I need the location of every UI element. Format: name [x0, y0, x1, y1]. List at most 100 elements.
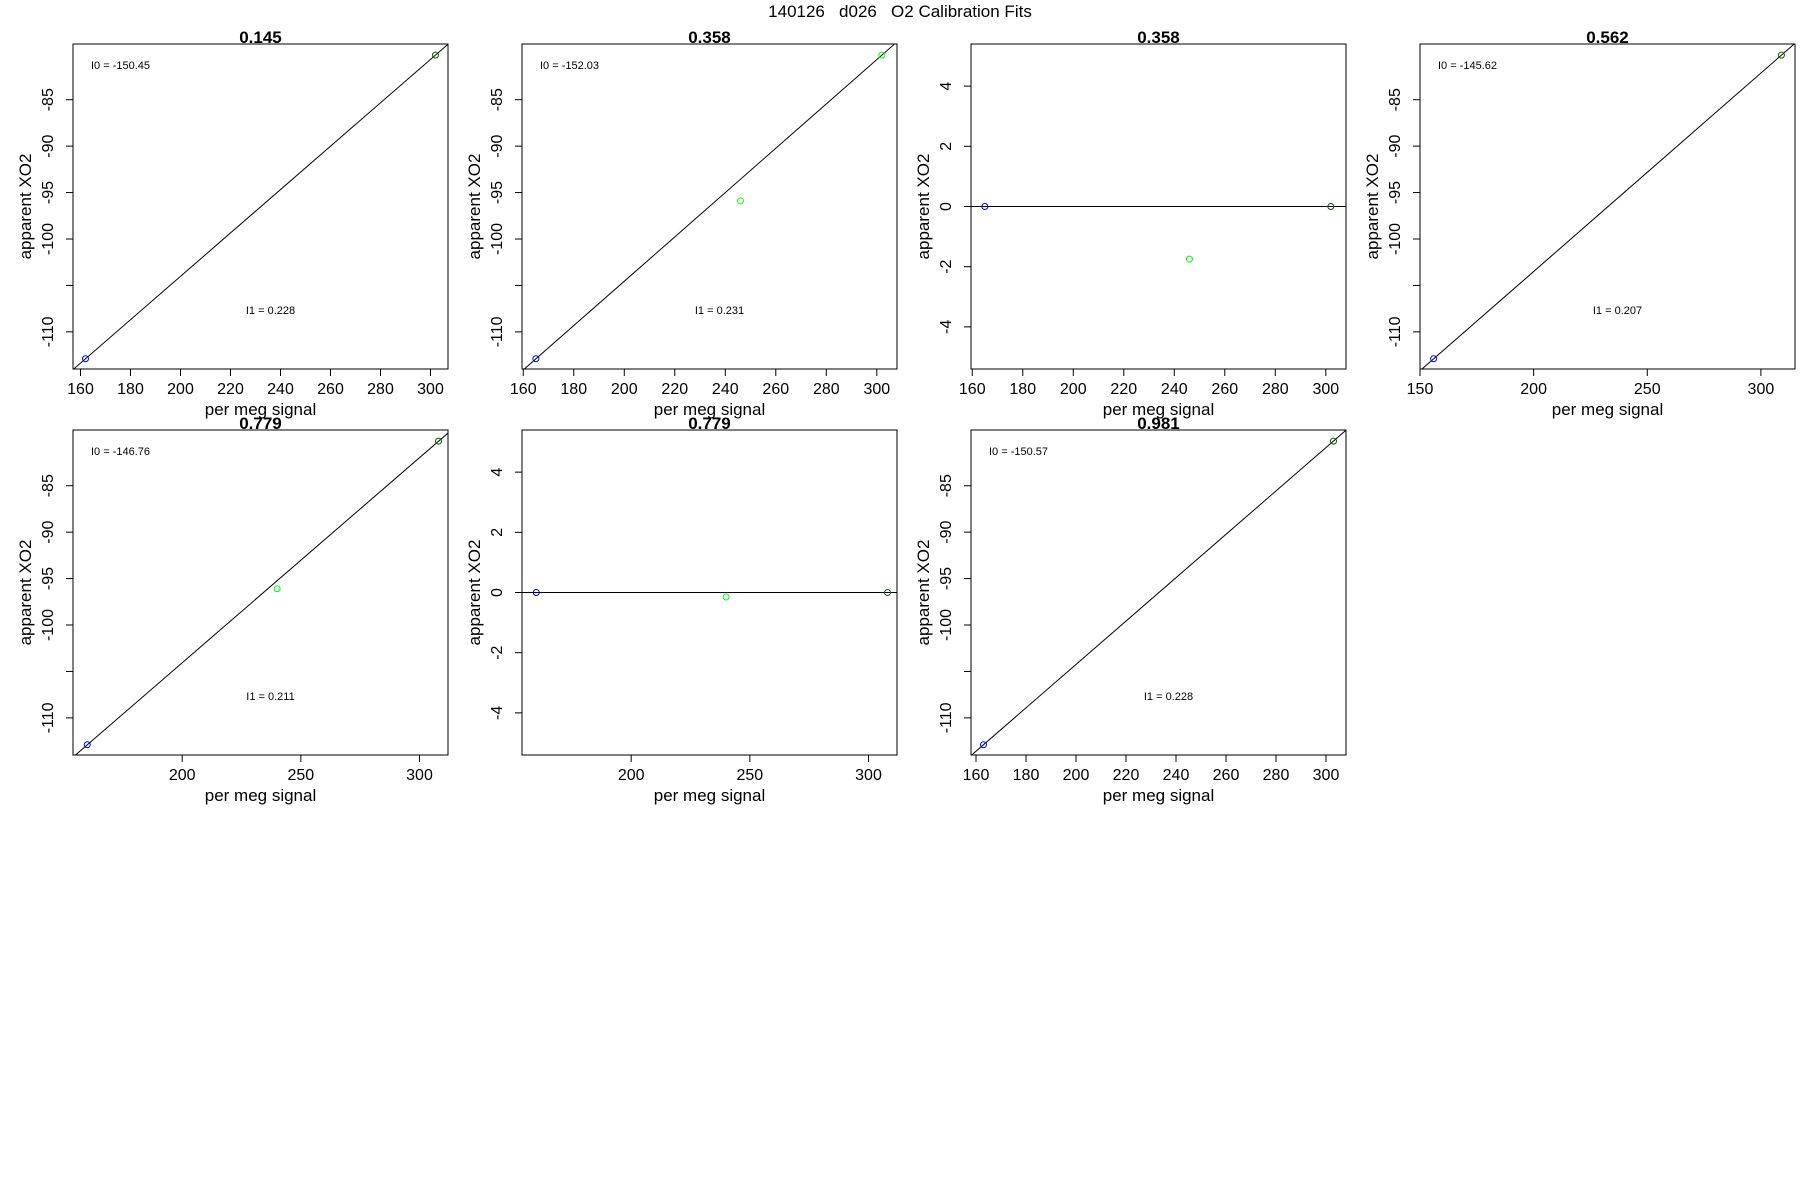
plot-frame [1419, 43, 1796, 370]
fit-line [1421, 44, 1795, 369]
y-tick-label: -95 [40, 181, 57, 204]
y-tick-label: -90 [40, 520, 57, 543]
fit-annotation: I1 = 0.211 [246, 691, 294, 703]
x-tick-label: 240 [267, 381, 294, 398]
panel-title: 0.779 [239, 414, 282, 433]
data-point [532, 355, 540, 363]
x-tick-label: 160 [959, 381, 986, 398]
y-axis-label: apparent XO2 [16, 154, 35, 260]
data-point [736, 197, 744, 205]
y-tick-label: -110 [40, 316, 57, 347]
data-point [435, 437, 443, 445]
y-tick-label: -95 [40, 567, 57, 590]
x-axis-label: per meg signal [1103, 786, 1215, 805]
x-tick-label: 220 [661, 381, 688, 398]
x-tick-label: 200 [1520, 381, 1547, 398]
panel-2: 0.358 160 180 200 220 240 260 280 300 per meg sig… [465, 28, 898, 419]
x-tick-label: 180 [117, 381, 144, 398]
x-tick-label: 260 [1211, 381, 1238, 398]
x-tick-label: 250 [287, 767, 314, 784]
y-tick-label: -110 [938, 702, 955, 733]
x-tick-label: 250 [1634, 381, 1661, 398]
data-point [981, 203, 989, 210]
y-tick-label: -110 [489, 316, 506, 347]
x-axis-label: per meg signal [654, 786, 766, 805]
y-tick-label: 2 [938, 142, 955, 151]
y-tick-label: -100 [1387, 223, 1404, 255]
y-tick-label: 4 [489, 468, 506, 477]
y-tick-label: -95 [938, 567, 955, 590]
fit-line [74, 432, 448, 755]
y-tick-label: -2 [938, 259, 955, 273]
y-tick-label: -90 [938, 520, 955, 543]
data-point [82, 355, 89, 363]
x-tick-label: 200 [1063, 767, 1090, 784]
x-axis-label: per meg signal [205, 786, 317, 805]
x-tick-label: 220 [217, 381, 244, 398]
data-point [273, 585, 281, 593]
x-tick-label: 300 [863, 381, 890, 398]
y-tick-label: -85 [489, 88, 506, 111]
x-tick-label: 250 [736, 767, 763, 784]
y-tick-label: 0 [489, 588, 506, 597]
x-tick-label: 240 [1163, 767, 1190, 784]
panel-title: 0.562 [1586, 28, 1629, 47]
x-tick-label: 280 [813, 381, 840, 398]
fit-annotation: I0 = -150.45 [91, 60, 150, 72]
y-axis-label: apparent XO2 [1363, 154, 1382, 260]
x-tick-label: 300 [855, 767, 882, 784]
x-tick-label: 300 [1313, 767, 1340, 784]
panel-title: 0.981 [1137, 414, 1180, 433]
panel-6: 0.779 200 250 300 per meg signal 4 2 0 -2 -4 appar… [465, 414, 898, 805]
panel-title: 0.779 [688, 414, 731, 433]
y-axis-label: apparent XO2 [465, 154, 484, 260]
x-tick-label: 180 [1013, 767, 1040, 784]
fit-line [971, 430, 1346, 755]
data-point [1327, 203, 1335, 210]
data-point [722, 593, 730, 601]
plot-area [971, 203, 1346, 263]
data-point [1185, 255, 1193, 263]
y-tick-label: -100 [40, 223, 57, 255]
fit-annotation: I1 = 0.228 [1144, 691, 1193, 703]
fit-annotation: I1 = 0.231 [695, 305, 744, 317]
x-tick-label: 160 [963, 767, 990, 784]
x-tick-label: 240 [712, 381, 739, 398]
y-tick-label: -110 [1387, 316, 1404, 347]
x-tick-label: 200 [1060, 381, 1087, 398]
data-point [432, 51, 439, 59]
x-tick-label: 160 [510, 381, 537, 398]
y-tick-label: -100 [938, 609, 955, 641]
plot-area [522, 589, 897, 601]
x-tick-label: 220 [1113, 767, 1140, 784]
fit-line [73, 44, 448, 369]
y-tick-label: 2 [489, 528, 506, 537]
plot-frame [970, 429, 1347, 756]
x-tick-label: 300 [417, 381, 444, 398]
x-tick-label: 160 [67, 381, 94, 398]
x-tick-label: 200 [169, 767, 196, 784]
data-point [1430, 355, 1438, 363]
y-axis-label: apparent XO2 [914, 540, 933, 646]
panel-1: 0.145 160 180 200 220 240 260 280 300 per meg sig… [16, 28, 449, 419]
y-tick-label: -90 [40, 134, 57, 157]
panel-7: 0.981 160 180 200 220 240 260 280 300 per meg sig… [914, 414, 1347, 805]
x-tick-label: 150 [1407, 381, 1434, 398]
fit-annotation: I0 = -145.62 [1438, 60, 1497, 72]
plot-frame [72, 429, 449, 756]
x-tick-label: 220 [1110, 381, 1137, 398]
plot-frame [521, 43, 898, 370]
panel-4: 0.562 150 200 250 300 per meg signal -85 -90 -95… [1363, 28, 1796, 419]
y-axis-label: apparent XO2 [914, 154, 933, 260]
data-point [1330, 437, 1337, 445]
data-point [980, 741, 987, 749]
y-tick-label: -110 [40, 702, 57, 733]
y-tick-label: 0 [938, 202, 955, 211]
y-tick-label: -85 [40, 474, 57, 497]
x-axis-label: per meg signal [1103, 400, 1215, 419]
x-tick-label: 280 [1262, 381, 1289, 398]
y-tick-label: -85 [40, 88, 57, 111]
x-tick-label: 300 [1312, 381, 1339, 398]
